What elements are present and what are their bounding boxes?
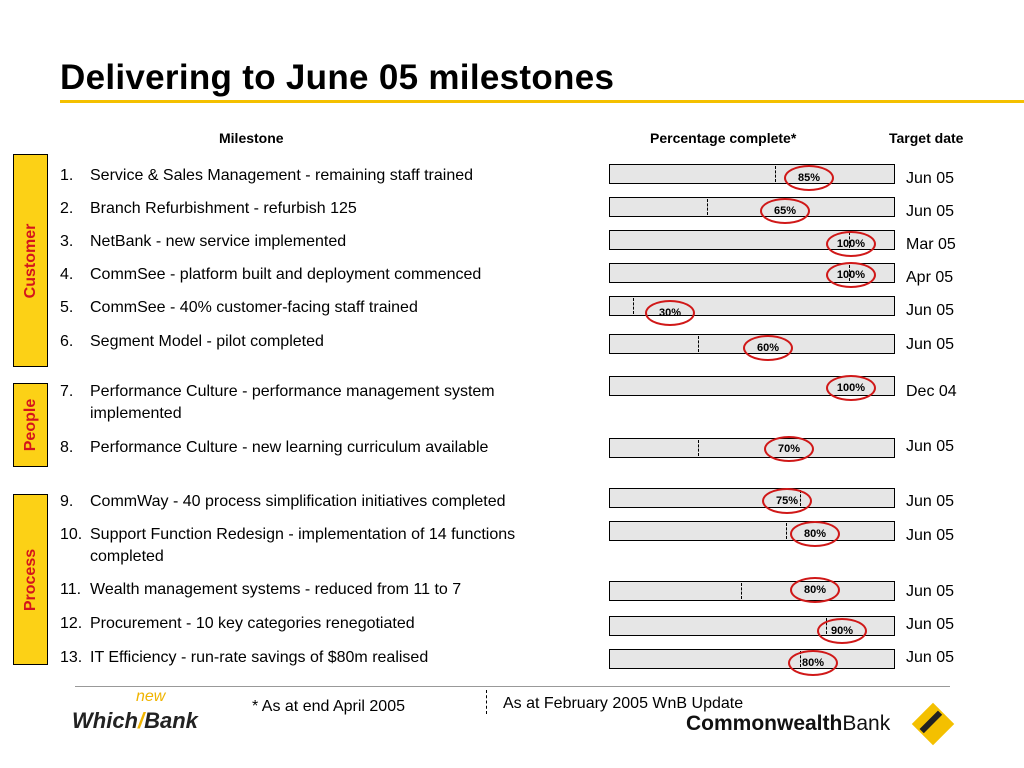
milestone-row: 13. IT Efficiency - run-rate savings of $… bbox=[0, 647, 1024, 677]
commonwealth-diamond-icon bbox=[911, 702, 955, 746]
group-customer: Customer bbox=[13, 154, 48, 367]
percent-complete-badge: 90% bbox=[817, 618, 867, 644]
milestone-text: 2. Branch Refurbishment - refurbish 125 bbox=[60, 200, 357, 217]
milestone-row: 8. Performance Culture - new learning cur… bbox=[0, 437, 1024, 467]
title-underline bbox=[60, 100, 1024, 103]
progress-bar bbox=[609, 581, 895, 601]
milestone-row: 4. CommSee - platform built and deploymen… bbox=[0, 264, 1024, 294]
header-target-date: Target date bbox=[889, 130, 964, 146]
percent-complete-badge: 70% bbox=[764, 436, 814, 462]
percent-complete-badge: 80% bbox=[790, 577, 840, 603]
group-people: People bbox=[13, 383, 48, 467]
milestone-text: 13. IT Efficiency - run-rate savings of $… bbox=[60, 649, 429, 666]
progress-bar bbox=[609, 376, 895, 396]
progress-bar bbox=[609, 521, 895, 541]
milestone-row: 5. CommSee - 40% customer-facing staff tr… bbox=[0, 297, 1024, 327]
percent-complete-badge: 100% bbox=[826, 262, 876, 288]
percent-complete-badge: 30% bbox=[645, 300, 695, 326]
target-date: Mar 05 bbox=[906, 236, 956, 253]
percent-complete-badge: 65% bbox=[760, 198, 810, 224]
milestone-text: 6. Segment Model - pilot completed bbox=[60, 333, 324, 350]
header-milestone: Milestone bbox=[219, 130, 284, 146]
milestone-row: 9. CommWay - 40 process simplification in… bbox=[0, 491, 1024, 521]
target-marker bbox=[774, 166, 776, 182]
footer-divider bbox=[75, 686, 950, 687]
progress-bar bbox=[609, 649, 895, 669]
milestone-text: 3. NetBank - new service implemented bbox=[60, 233, 347, 250]
commonwealth-bank-logo: CommonwealthBank bbox=[686, 712, 891, 735]
target-date: Jun 05 bbox=[906, 493, 955, 510]
milestone-text: 1. Service & Sales Management - remaining… bbox=[60, 167, 474, 184]
target-date: Dec 04 bbox=[906, 383, 957, 400]
target-date: Jun 05 bbox=[906, 302, 955, 319]
header-percent-complete: Percentage complete* bbox=[650, 130, 797, 146]
percent-complete-badge: 75% bbox=[762, 488, 812, 514]
target-date: Jun 05 bbox=[906, 583, 955, 600]
percent-complete-badge: 80% bbox=[790, 521, 840, 547]
milestone-text: 5. CommSee - 40% customer-facing staff tr… bbox=[60, 299, 418, 316]
group-process: Process bbox=[13, 494, 48, 665]
target-marker bbox=[698, 336, 700, 352]
milestone-text: 9. CommWay - 40 process simplification in… bbox=[60, 493, 506, 510]
progress-bar bbox=[609, 438, 895, 458]
footer-separator bbox=[486, 690, 487, 714]
milestone-row: 7. Performance Culture - performance mana… bbox=[0, 381, 1024, 422]
milestone-row: 11. Wealth management systems - reduced f… bbox=[0, 579, 1024, 609]
target-date: Apr 05 bbox=[906, 269, 954, 286]
target-marker bbox=[740, 583, 742, 599]
percent-complete-badge: 100% bbox=[826, 375, 876, 401]
milestone-row: 12. Procurement - 10 key categories reneg… bbox=[0, 613, 1024, 643]
milestone-row: 6. Segment Model - pilot completed bbox=[0, 331, 1024, 361]
progress-bar bbox=[609, 197, 895, 217]
target-date: Jun 05 bbox=[906, 336, 955, 353]
progress-bar bbox=[609, 164, 895, 184]
milestone-text: 11. Wealth management systems - reduced f… bbox=[60, 581, 462, 598]
milestone-row: 10. Support Function Redesign - implement… bbox=[0, 524, 1024, 565]
percent-complete-badge: 80% bbox=[788, 650, 838, 676]
target-marker bbox=[786, 523, 788, 539]
target-marker bbox=[706, 199, 708, 215]
target-marker bbox=[632, 298, 634, 314]
update-note: As at February 2005 WnB Update bbox=[503, 695, 744, 712]
target-date: Jun 05 bbox=[906, 170, 955, 187]
milestone-row: 3. NetBank - new service implemented bbox=[0, 231, 1024, 261]
target-date: Jun 05 bbox=[906, 649, 955, 666]
percent-complete-badge: 85% bbox=[784, 165, 834, 191]
milestone-text: 8. Performance Culture - new learning cur… bbox=[60, 439, 489, 456]
milestone-text: 7. Performance Culture - performance mana… bbox=[60, 383, 495, 422]
percent-complete-badge: 100% bbox=[826, 231, 876, 257]
page-title: Delivering to June 05 milestones bbox=[60, 58, 615, 97]
target-marker bbox=[698, 440, 700, 456]
target-date: Jun 05 bbox=[906, 527, 955, 544]
percent-complete-badge: 60% bbox=[743, 335, 793, 361]
target-date: Jun 05 bbox=[906, 438, 955, 455]
target-date: Jun 05 bbox=[906, 616, 955, 633]
milestone-text: 12. Procurement - 10 key categories reneg… bbox=[60, 615, 415, 632]
progress-bar bbox=[609, 488, 895, 508]
which-new-bank-logo: Which/Bank new bbox=[72, 688, 198, 733]
footnote: * As at end April 2005 bbox=[252, 698, 405, 715]
target-date: Jun 05 bbox=[906, 203, 955, 220]
milestone-row: 1. Service & Sales Management - remaining… bbox=[0, 165, 1024, 195]
milestone-text: 4. CommSee - platform built and deploymen… bbox=[60, 266, 482, 283]
milestone-text: 10. Support Function Redesign - implement… bbox=[60, 526, 516, 565]
milestone-row: 2. Branch Refurbishment - refurbish 125 bbox=[0, 198, 1024, 228]
